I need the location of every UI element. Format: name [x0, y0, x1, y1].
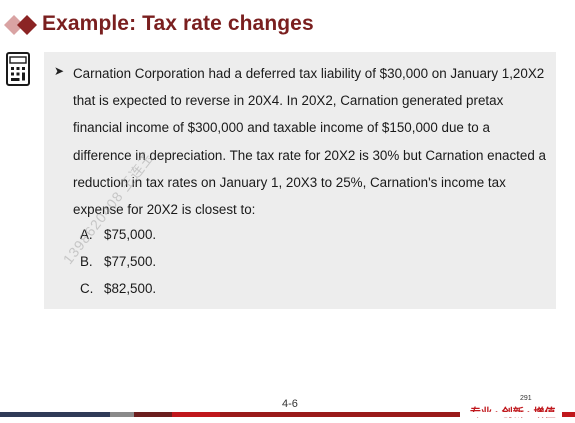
footer-bar-segment [0, 412, 110, 417]
arrow-bullet-icon: ➤ [54, 64, 65, 78]
option-c: C. $82,500. [80, 275, 156, 302]
footer-color-bar [0, 412, 575, 417]
answer-options: A. $75,000. B. $77,500. C. $82,500. [80, 221, 156, 303]
double-diamond-icon [4, 15, 37, 35]
question-panel: ➤ Carnation Corporation had a deferred t… [44, 52, 556, 309]
page-counter: 291 [520, 395, 532, 402]
option-letter: A. [80, 227, 93, 242]
footer-bar-segment [460, 412, 562, 417]
option-value: $77,500. [104, 254, 157, 270]
option-letter: C. [80, 281, 94, 297]
calculator-icon [6, 52, 30, 86]
page-title: Example: Tax rate changes [42, 12, 314, 35]
option-letter: B. [80, 254, 93, 270]
title-bar: Example: Tax rate changes [0, 6, 575, 40]
question-text: Carnation Corporation had a deferred tax… [73, 66, 546, 218]
option-value: $75,000. [104, 227, 157, 242]
footer-bar-segment [110, 412, 134, 417]
footer-bar-segment [220, 412, 460, 417]
option-value: $82,500. [104, 281, 157, 297]
footer-bar-segment [134, 412, 172, 417]
option-a: A. $75,000. [80, 221, 156, 248]
option-b: B. $77,500. [80, 248, 156, 275]
footer-bar-segment [562, 412, 575, 417]
slide-number: 4-6 [282, 398, 298, 410]
footer-bar-segment [172, 412, 220, 417]
